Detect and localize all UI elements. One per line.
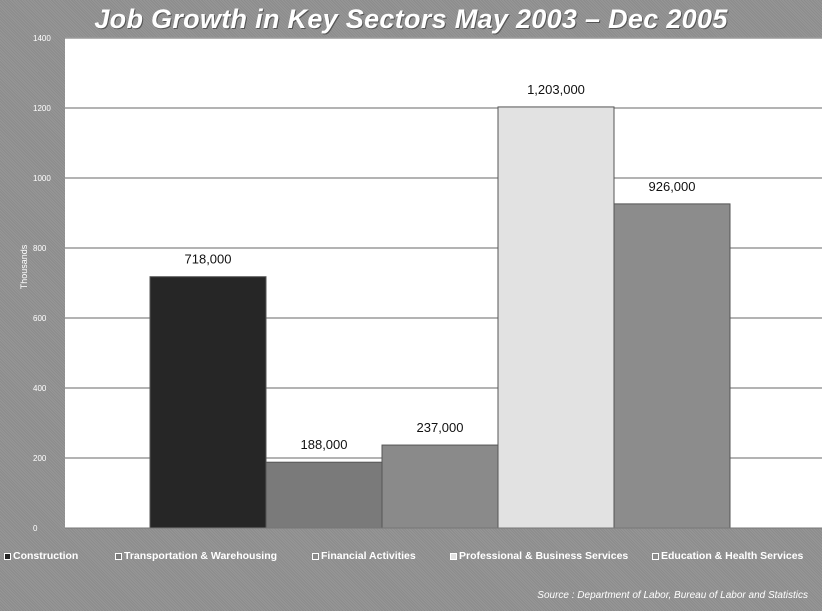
legend-label: Education & Health Services xyxy=(661,550,804,562)
legend-item: Financial Activities xyxy=(312,550,416,562)
y-tick-label: 200 xyxy=(33,454,47,463)
y-tick-label: 1000 xyxy=(33,174,51,183)
y-tick-label: 1400 xyxy=(33,34,51,43)
data-label: 926,000 xyxy=(649,179,696,194)
legend-label: Transportation & Warehousing xyxy=(124,550,278,562)
legend-label: Financial Activities xyxy=(321,550,416,562)
legend-item: Education & Health Services xyxy=(652,550,803,562)
legend-item: Transportation & Warehousing xyxy=(115,550,277,562)
y-tick-label: 0 xyxy=(33,524,38,533)
bar xyxy=(149,276,267,529)
legend-swatch xyxy=(115,552,122,560)
data-label: 718,000 xyxy=(185,252,232,267)
bar xyxy=(613,203,731,529)
data-label: 1,203,000 xyxy=(527,82,585,97)
y-tick-label: 600 xyxy=(33,314,47,323)
legend-swatch xyxy=(450,552,457,560)
data-label: 237,000 xyxy=(417,420,464,435)
bar xyxy=(265,461,383,529)
legend-swatch xyxy=(652,552,659,560)
legend-item: Professional & Business Services xyxy=(450,550,628,562)
source-note: Source : Department of Labor, Bureau of … xyxy=(537,590,808,601)
bar xyxy=(381,444,499,529)
data-label: 188,000 xyxy=(301,437,348,452)
legend: Construction Transportation & Warehousing… xyxy=(2,550,822,566)
legend-item: Construction xyxy=(4,550,78,562)
legend-label: Professional & Business Services xyxy=(459,550,629,562)
legend-label: Construction xyxy=(13,550,79,562)
bar xyxy=(497,106,615,529)
legend-swatch xyxy=(4,552,11,560)
y-tick-label: 400 xyxy=(33,384,47,393)
y-tick-label: 1200 xyxy=(33,104,51,113)
y-tick-label: 800 xyxy=(33,244,47,253)
legend-swatch xyxy=(312,552,319,560)
chart-title: Job Growth in Key Sectors May 2003 – Dec… xyxy=(94,4,728,34)
